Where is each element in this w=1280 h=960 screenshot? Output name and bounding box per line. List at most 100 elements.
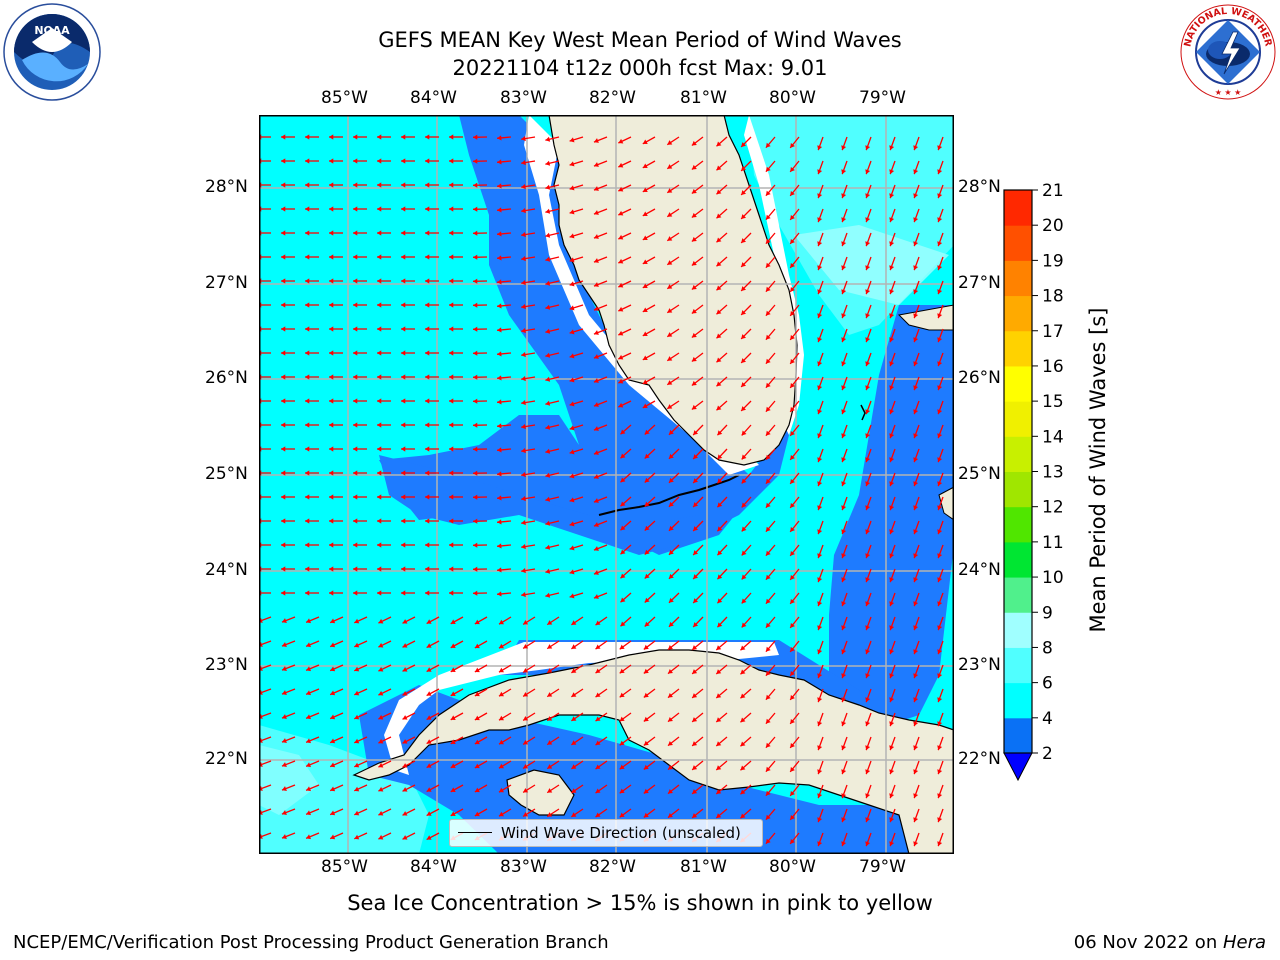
wind-arrow [521, 400, 536, 406]
colorbar-segment [1004, 190, 1032, 226]
wind-arrow [765, 352, 776, 365]
wind-arrow [281, 784, 296, 791]
wind-arrow [521, 544, 536, 550]
wind-arrow [741, 616, 752, 628]
wind-arrow [329, 784, 344, 792]
wind-arrow [937, 424, 944, 439]
wind-arrow [521, 280, 536, 286]
wind-arrow [426, 760, 440, 769]
wind-arrow [497, 591, 512, 597]
wind-arrow [789, 760, 800, 773]
wind-arrow [545, 472, 560, 478]
wind-arrow [329, 470, 343, 476]
wind-arrow [937, 592, 944, 607]
wind-arrow [426, 712, 440, 721]
wind-arrow [841, 136, 848, 151]
wind-arrow [569, 472, 584, 479]
wind-arrow [913, 568, 920, 583]
wind-arrow [546, 616, 560, 626]
wind-arrow [305, 808, 320, 816]
wind-arrow [593, 208, 608, 215]
wind-arrow [378, 760, 392, 768]
wind-arrow [305, 230, 319, 236]
wind-arrow [450, 808, 464, 817]
wind-arrow [569, 544, 584, 551]
wind-arrow [765, 280, 776, 293]
wind-arrow [497, 567, 512, 573]
wind-arrow [740, 160, 752, 172]
wind-arrow [618, 328, 632, 336]
wind-arrow [377, 566, 391, 572]
wind-arrow [817, 448, 824, 463]
wind-arrow [691, 352, 704, 363]
svg-text:NOAA: NOAA [34, 24, 70, 37]
wind-arrow [569, 184, 584, 191]
wind-arrow [593, 136, 608, 143]
wind-arrow [305, 494, 319, 500]
wind-arrow [937, 808, 944, 823]
wind-arrow [377, 590, 391, 596]
wind-arrow [913, 616, 920, 631]
wind-arrow [667, 640, 680, 651]
wind-arrow [498, 736, 512, 745]
wind-arrow [402, 640, 416, 648]
wind-arrow [450, 784, 464, 793]
wind-arrow [913, 160, 920, 175]
wind-arrow [789, 256, 800, 269]
wind-arrow [402, 664, 416, 672]
wind-arrow [329, 616, 344, 624]
colorbar-tick-label: 16 [1042, 357, 1064, 377]
wind-arrow [425, 470, 439, 476]
wind-arrow [497, 351, 512, 357]
wind-arrow [401, 350, 415, 356]
wind-arrow [425, 542, 439, 548]
wind-arrow [691, 688, 704, 699]
wind-arrow [716, 544, 728, 556]
wind-arrow [521, 232, 536, 238]
wind-arrow [817, 736, 824, 751]
wind-arrow [354, 760, 368, 768]
wind-arrow [666, 376, 680, 386]
wind-arrow [546, 688, 560, 698]
wind-arrow [765, 712, 776, 725]
wind-arrow [889, 136, 896, 151]
wind-arrow [741, 448, 752, 460]
wind-arrow [668, 544, 680, 556]
wind-arrow [913, 280, 920, 295]
wind-arrow [305, 736, 320, 744]
wind-arrow [716, 592, 728, 604]
wind-arrow [937, 760, 944, 775]
map-legend: Wind Wave Direction (unscaled) [449, 819, 763, 847]
wind-arrow [841, 592, 848, 607]
wind-arrow [281, 350, 295, 356]
wind-arrow [281, 808, 296, 815]
wind-arrow [789, 448, 800, 461]
wind-arrow [305, 398, 319, 404]
wind-arrow [329, 688, 344, 696]
wind-arrow [740, 232, 752, 244]
wind-arrow [740, 640, 752, 651]
wind-arrow [402, 688, 416, 696]
wind-arrow [378, 832, 392, 840]
wind-arrow [789, 592, 800, 605]
wind-arrow [281, 254, 295, 260]
wind-arrow [817, 664, 824, 679]
wind-arrow [691, 400, 704, 411]
colorbar-tick-label: 21 [1042, 181, 1064, 201]
colorbar-segment [1004, 682, 1032, 719]
wind-arrow [425, 350, 439, 356]
wind-arrow [402, 616, 416, 624]
wind-arrow [425, 398, 439, 404]
wind-arrow [765, 664, 776, 677]
wind-arrow [715, 688, 728, 699]
wind-arrow [789, 424, 800, 437]
wind-arrow [817, 568, 824, 583]
wind-arrow [740, 808, 752, 819]
wind-arrow [354, 688, 368, 696]
wind-arrow [644, 616, 656, 627]
wind-arrow [620, 496, 632, 507]
wind-arrow [449, 326, 463, 332]
wind-arrow [426, 640, 440, 649]
wind-arrow [817, 616, 824, 631]
wind-arrow [353, 182, 367, 188]
